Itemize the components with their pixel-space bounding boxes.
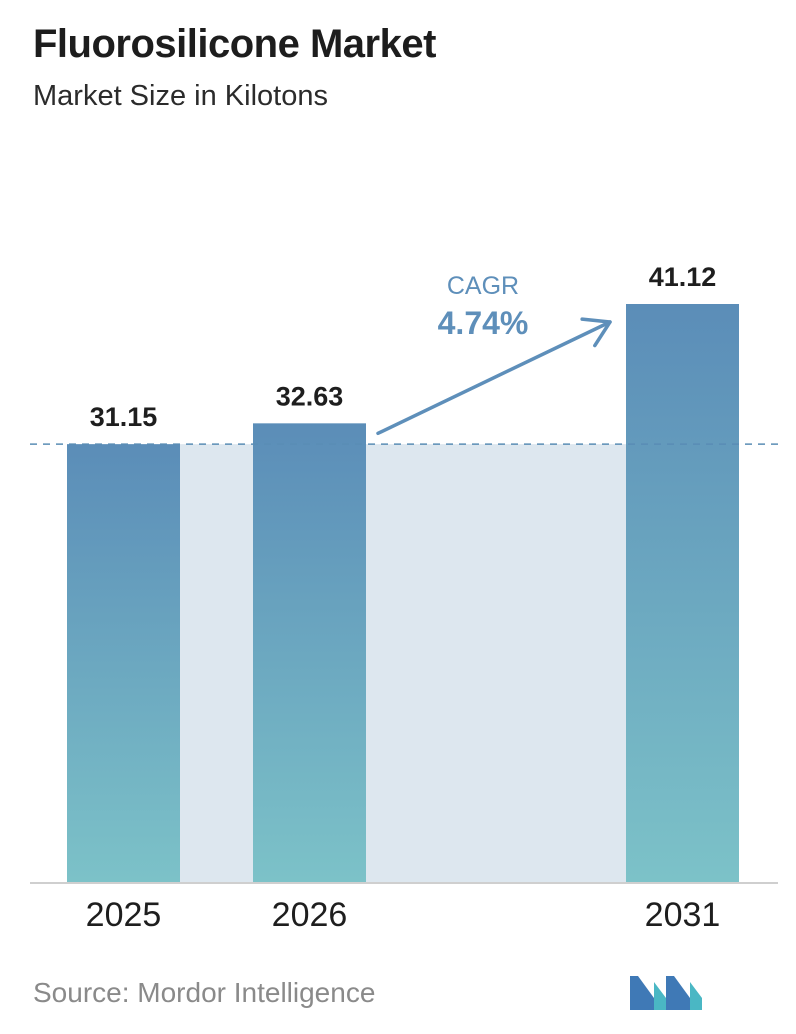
bar-2026 (253, 423, 366, 882)
x-tick-2025: 2025 (86, 896, 162, 934)
background-bands (180, 444, 626, 882)
source-text: Source: Mordor Intelligence (33, 977, 376, 1008)
bar-2025 (67, 444, 180, 882)
cagr-label: CAGR (447, 272, 519, 300)
mordor-intelligence-logo-icon (630, 976, 702, 1010)
bars (67, 304, 739, 882)
cagr-arrow-line (376, 320, 612, 436)
value-label-2026: 32.63 (276, 381, 344, 411)
value-label-2025: 31.15 (90, 402, 158, 432)
chart-subtitle: Market Size in Kilotons (33, 80, 328, 112)
chart-title: Fluorosilicone Market (33, 22, 436, 66)
value-label-2031: 41.12 (649, 262, 717, 292)
x-tick-labels: 2025 2026 2031 (86, 896, 721, 934)
band-1 (180, 444, 253, 882)
value-labels: 31.15 32.63 41.12 (90, 262, 717, 432)
cagr-value: 4.74% (438, 305, 529, 341)
x-tick-2031: 2031 (645, 896, 721, 934)
cagr-annotation: CAGR 4.74% (376, 272, 612, 436)
cagr-arrow-head-icon (580, 317, 612, 348)
band-2 (366, 444, 626, 882)
bar-2031 (626, 304, 739, 882)
x-tick-2026: 2026 (272, 896, 348, 934)
